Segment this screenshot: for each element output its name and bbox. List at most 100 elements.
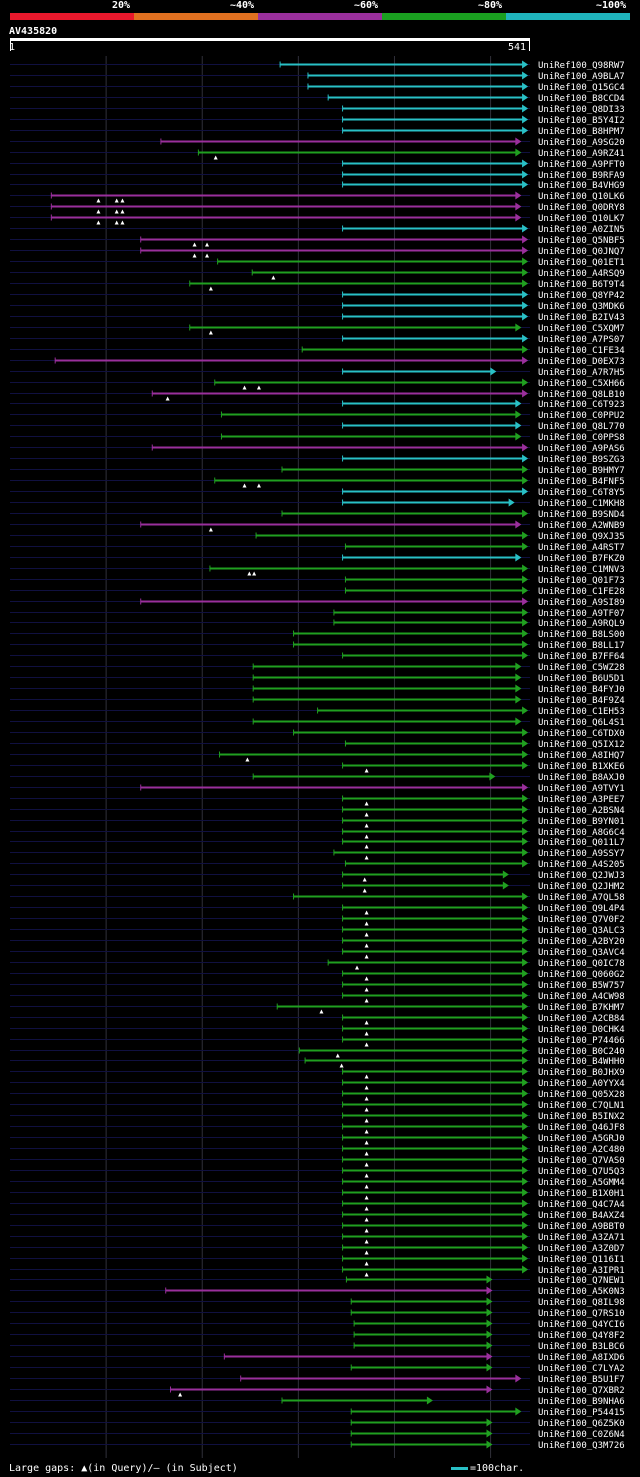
hit-arrowhead — [522, 728, 529, 737]
query-gap-marker — [114, 198, 119, 203]
hit-arrowhead — [522, 903, 529, 912]
hit-arrowhead — [522, 1232, 529, 1241]
hit-label: UniRef100_C5XH66 — [538, 379, 625, 389]
query-gap-marker — [364, 1107, 369, 1112]
hit-arrowhead — [522, 761, 529, 770]
query-gap-marker — [96, 209, 101, 214]
hit-label: UniRef100_C6T8Y5 — [538, 488, 625, 498]
hit-arrowhead — [522, 257, 529, 266]
hit-label: UniRef100_Q8LB10 — [538, 390, 625, 400]
hit-arrowhead — [502, 881, 509, 890]
hit-arrowhead — [522, 837, 529, 846]
query-gap-marker — [364, 910, 369, 915]
hit-label: UniRef100_A7PS07 — [538, 335, 625, 345]
hit-label: UniRef100_Q5NBF5 — [538, 236, 625, 246]
hit-arrowhead — [515, 421, 522, 430]
hit-arrowhead — [522, 312, 529, 321]
legend-label: 20% — [112, 0, 131, 11]
hit-label: UniRef100_C0PPS8 — [538, 433, 625, 443]
hit-arrowhead — [522, 1035, 529, 1044]
query-gap-marker — [120, 198, 125, 203]
hit-arrowhead — [522, 378, 529, 387]
query-gap-marker — [364, 1151, 369, 1156]
query-gap-marker — [364, 943, 369, 948]
hit-label: UniRef100_Q011L7 — [538, 838, 625, 848]
hit-label: UniRef100_C0Z6N4 — [538, 1430, 625, 1440]
hit-label: UniRef100_Q01F73 — [538, 576, 625, 586]
hit-arrowhead — [522, 542, 529, 551]
hit-label: UniRef100_C1MNV3 — [538, 565, 625, 575]
query-gap-marker — [364, 855, 369, 860]
query-gap-marker — [364, 812, 369, 817]
hit-arrowhead — [426, 1396, 433, 1405]
hit-label: UniRef100_B9NHA6 — [538, 1397, 625, 1407]
hit-arrowhead — [522, 509, 529, 518]
hit-arrowhead — [522, 1144, 529, 1153]
hit-arrowhead — [522, 816, 529, 825]
hit-label: UniRef100_P74466 — [538, 1036, 625, 1046]
hit-label: UniRef100_B8HPM7 — [538, 127, 625, 137]
scale-tick-start — [10, 41, 11, 51]
query-gap-marker — [364, 1074, 369, 1079]
hit-arrowhead — [522, 1056, 529, 1065]
hit-arrowhead — [522, 739, 529, 748]
query-gap-marker — [364, 844, 369, 849]
hit-label: UniRef100_B8CCD4 — [538, 94, 625, 104]
hit-label: UniRef100_B2IV43 — [538, 313, 625, 323]
query-gap-marker — [256, 385, 261, 390]
query-gap-marker — [354, 965, 359, 970]
hit-arrowhead — [522, 575, 529, 584]
query-gap-marker — [364, 998, 369, 1003]
hit-label: UniRef100_B5U1F7 — [538, 1375, 625, 1385]
hit-arrowhead — [522, 991, 529, 1000]
hit-label: UniRef100_Q8IL98 — [538, 1298, 625, 1308]
query-gap-marker — [364, 1217, 369, 1222]
hit-label: UniRef100_A8IHQ7 — [538, 751, 625, 761]
hit-label: UniRef100_C0PPU2 — [538, 411, 625, 421]
scale-start-label: 1 — [9, 42, 16, 53]
hit-arrowhead — [486, 1352, 493, 1361]
hit-label: UniRef100_A2BY20 — [538, 937, 625, 947]
hit-label: UniRef100_B5Y4I2 — [538, 116, 625, 126]
query-gap-marker — [114, 220, 119, 225]
query-gap-marker — [339, 1063, 344, 1068]
hit-label: UniRef100_D0EX73 — [538, 357, 625, 367]
hit-arrowhead — [515, 213, 522, 222]
hit-arrowhead — [522, 1221, 529, 1230]
legend-label: ~100% — [596, 0, 627, 11]
query-gap-marker — [364, 1140, 369, 1145]
hit-label: UniRef100_B4F9Z4 — [538, 696, 625, 706]
hit-label: UniRef100_A9SG20 — [538, 138, 625, 148]
query-gap-marker — [256, 483, 261, 488]
hit-arrowhead — [515, 323, 522, 332]
hit-label: UniRef100_Q3ALC3 — [538, 926, 625, 936]
hit-label: UniRef100_C7LYA2 — [538, 1364, 625, 1374]
hit-label: UniRef100_D0CHK4 — [538, 1025, 625, 1035]
hit-label: UniRef100_A9SSY7 — [538, 849, 625, 859]
hit-label: UniRef100_Q3AVC4 — [538, 948, 625, 958]
hit-label: UniRef100_A0YYX4 — [538, 1079, 625, 1089]
hit-label: UniRef100_A4CW98 — [538, 992, 625, 1002]
hit-label: UniRef100_B9RFA9 — [538, 171, 625, 181]
hit-arrowhead — [522, 1067, 529, 1076]
hit-label: UniRef100_A9PFT0 — [538, 160, 625, 170]
hit-label: UniRef100_A3ZA71 — [538, 1233, 625, 1243]
hit-label: UniRef100_Q98RW7 — [538, 61, 625, 71]
hit-arrowhead — [515, 410, 522, 419]
hit-label: UniRef100_Q8DI33 — [538, 105, 625, 115]
hit-arrowhead — [515, 520, 522, 529]
hit-label: UniRef100_Q05X28 — [538, 1090, 625, 1100]
hit-label: UniRef100_A9SI89 — [538, 598, 625, 608]
hit-label: UniRef100_A5GMM4 — [538, 1178, 625, 1188]
hit-label: UniRef100_A9TVY1 — [538, 784, 625, 794]
hit-arrowhead — [522, 925, 529, 934]
hit-arrowhead — [502, 870, 509, 879]
hit-label: UniRef100_Q15GC4 — [538, 83, 625, 93]
hit-label: UniRef100_Q3M726 — [538, 1441, 625, 1451]
hit-label: UniRef100_A9BBT0 — [538, 1222, 625, 1232]
hit-arrowhead — [486, 1418, 493, 1427]
hit-arrowhead — [522, 301, 529, 310]
hit-arrowhead — [522, 224, 529, 233]
query-gap-marker — [364, 1129, 369, 1134]
